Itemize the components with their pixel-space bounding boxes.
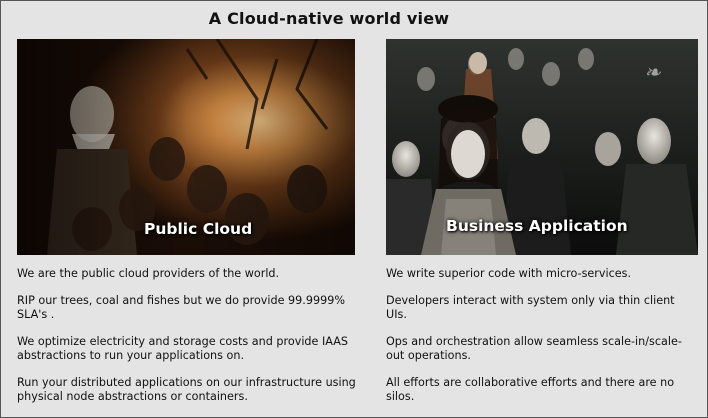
business-application-paragraph: We write superior code with micro-servic… xyxy=(386,267,632,280)
slide-title: A Cloud-native world view xyxy=(208,9,450,28)
public-cloud-paragraph: We are the public cloud providers of the… xyxy=(17,267,280,280)
public-cloud-caption: Public Cloud xyxy=(144,220,253,238)
business-application-description: We write superior code with micro-servic… xyxy=(386,267,698,417)
business-application-paragraph: All efforts are collaborative efforts an… xyxy=(386,376,675,403)
public-cloud-scene xyxy=(17,39,355,255)
business-application-scene: ❧ xyxy=(386,39,698,255)
public-cloud-paragraph: RIP our trees, coal and fishes but we do… xyxy=(17,294,345,321)
business-application-image: ❧ Business Application xyxy=(386,39,698,255)
business-application-paragraph: Developers interact with system only via… xyxy=(386,294,675,321)
business-application-caption: Business Application xyxy=(446,217,628,235)
public-cloud-paragraph: We optimize electricity and storage cost… xyxy=(17,335,348,362)
public-cloud-paragraph: Run your distributed applications on our… xyxy=(17,376,356,403)
svg-text:❧: ❧ xyxy=(644,60,662,84)
business-application-paragraph: Ops and orchestration allow seamless sca… xyxy=(386,335,682,362)
public-cloud-description: We are the public cloud providers of the… xyxy=(17,267,357,417)
public-cloud-image: Public Cloud xyxy=(17,39,355,255)
